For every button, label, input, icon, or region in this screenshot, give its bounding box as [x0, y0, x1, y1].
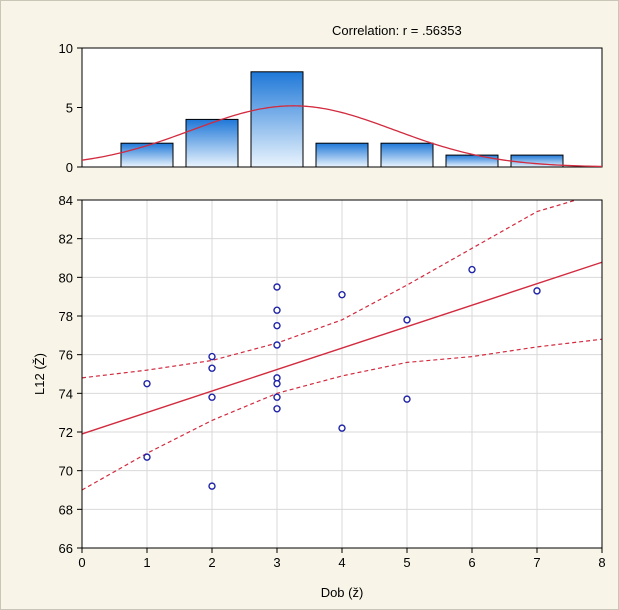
- histogram-bar: [185, 118, 239, 168]
- x-tick-label: 1: [143, 555, 150, 570]
- scatter-point: [468, 265, 476, 274]
- x-axis-title: Dob (ž): [321, 585, 364, 600]
- scatter-point: [208, 364, 216, 372]
- x-tick-label: 3: [273, 555, 280, 570]
- scatter-point: [338, 291, 346, 299]
- y-tick-label: 74: [59, 386, 73, 401]
- x-tick-label: 5: [403, 555, 410, 570]
- y-tick-label: 68: [59, 502, 73, 517]
- scatter-point: [273, 405, 281, 413]
- scatter-point: [273, 283, 281, 291]
- x-tick-label: 4: [338, 555, 345, 570]
- scatter-point: [403, 395, 411, 403]
- scatter-point: [273, 379, 281, 388]
- scatter-point: [403, 316, 411, 324]
- scatter-x-ticks: 0 1 2 3 4 5 6 7 8: [78, 548, 606, 570]
- y-tick-label: 70: [59, 464, 73, 479]
- y-tick-label: 66: [59, 541, 73, 556]
- scatter-point: [143, 453, 151, 461]
- histogram-y-tick-label: 0: [66, 160, 73, 175]
- scatter-point: [143, 379, 151, 388]
- y-tick-label: 84: [59, 193, 73, 208]
- histogram-bar: [120, 142, 174, 168]
- confidence-band-lower: [81, 338, 603, 491]
- histogram-bar: [315, 142, 369, 168]
- scatter-point: [273, 321, 281, 330]
- y-tick-label: 82: [59, 232, 73, 247]
- histogram-bar: [250, 71, 304, 168]
- x-tick-label: 6: [468, 555, 475, 570]
- correlation-label: Correlation: r = .56353: [332, 23, 462, 38]
- y-axis-title: L12 (Ž): [32, 353, 47, 395]
- x-tick-label: 7: [533, 555, 540, 570]
- x-tick-label: 2: [208, 555, 215, 570]
- scatter-point: [208, 482, 216, 490]
- scatter-point: [533, 287, 541, 295]
- histogram-y-tick-label: 5: [66, 101, 73, 116]
- regression-line: [81, 261, 603, 435]
- scatter-point: [208, 393, 216, 401]
- confidence-band-upper: [81, 199, 577, 379]
- scatter-points: [143, 265, 541, 490]
- x-tick-label: 8: [598, 555, 605, 570]
- scatter-point: [338, 424, 346, 432]
- scatter-y-ticks: 66 68 70 72 74 76 78 80 82 84: [59, 193, 82, 556]
- x-tick-label: 0: [78, 555, 85, 570]
- histogram-bar: [445, 154, 499, 168]
- scatter-point: [208, 352, 216, 361]
- y-tick-label: 76: [59, 348, 73, 363]
- normal-curve: [81, 105, 603, 168]
- scatter-grid: [82, 200, 602, 548]
- histogram-bars: [120, 71, 564, 168]
- histogram-y-tick-label: 10: [59, 41, 73, 56]
- histogram-bar: [380, 142, 434, 168]
- scatter-point: [273, 306, 281, 314]
- scatter-point: [273, 341, 281, 349]
- histogram-y-ticks: 0 5 10: [59, 41, 82, 175]
- y-tick-label: 78: [59, 309, 73, 324]
- y-tick-label: 72: [59, 425, 73, 440]
- y-tick-label: 80: [59, 270, 73, 285]
- scatter-point: [273, 393, 281, 401]
